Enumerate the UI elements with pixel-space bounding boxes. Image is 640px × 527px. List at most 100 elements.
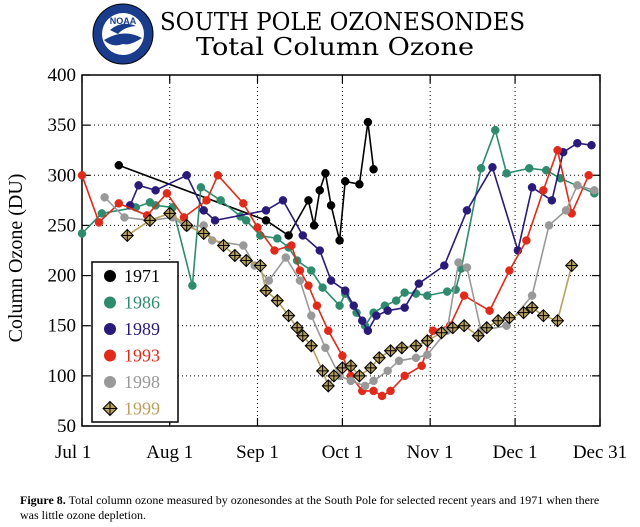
legend-label: 1998	[124, 372, 160, 392]
data-point	[287, 241, 296, 250]
data-point	[321, 343, 330, 353]
data-point	[335, 236, 344, 245]
data-point	[114, 161, 124, 170]
data-point	[239, 253, 253, 268]
x-tick-label: Oct 1	[322, 442, 364, 463]
data-point	[296, 329, 310, 343]
series-1999	[120, 206, 579, 393]
noaa-logo: NOAA	[92, 3, 154, 65]
data-point	[97, 209, 107, 218]
y-tick-label: 50	[57, 416, 76, 437]
ozone-chart: NOAA SOUTH POLE OZONESONDES Total Column…	[5, 3, 627, 463]
data-point	[454, 258, 463, 267]
data-point	[213, 171, 223, 180]
plot-frame	[81, 74, 601, 427]
data-point	[228, 248, 242, 263]
data-point	[344, 359, 358, 373]
data-point	[143, 213, 157, 228]
data-point	[502, 169, 511, 178]
data-point	[134, 181, 143, 190]
data-point	[527, 183, 537, 192]
data-point	[395, 341, 409, 355]
data-point	[304, 281, 313, 290]
legend-label: 1971	[124, 266, 160, 286]
data-point	[423, 291, 432, 300]
data-point	[561, 206, 571, 215]
data-point	[210, 216, 220, 225]
x-tick-label: Aug 1	[146, 442, 193, 463]
data-point	[241, 216, 251, 225]
series-line-1989	[129, 142, 592, 333]
data-point	[516, 305, 531, 320]
data-point	[309, 221, 319, 230]
data-point	[363, 326, 373, 335]
data-point	[162, 189, 172, 198]
data-point	[281, 253, 291, 262]
data-point	[321, 379, 335, 393]
data-point	[261, 206, 271, 215]
data-point	[120, 228, 134, 243]
data-point	[307, 266, 316, 275]
x-tick-label: Dec 1	[493, 442, 538, 463]
data-point	[270, 293, 285, 308]
data-point	[491, 313, 505, 328]
data-point	[326, 276, 336, 285]
data-point	[527, 291, 537, 300]
data-point	[326, 201, 336, 210]
data-point	[369, 386, 378, 396]
y-tick-label: 300	[48, 165, 77, 186]
legend-marker	[102, 400, 118, 417]
legend-marker	[104, 349, 116, 362]
legend-label: 1999	[124, 399, 160, 419]
data-point	[363, 117, 373, 127]
data-point	[485, 306, 494, 315]
data-point	[239, 241, 248, 250]
data-point	[182, 171, 191, 180]
data-point	[197, 226, 211, 241]
data-point	[476, 164, 486, 173]
legend-item-1993: 1993	[104, 346, 160, 366]
data-point	[318, 283, 327, 292]
data-point	[462, 206, 472, 215]
legend-label: 1993	[124, 346, 160, 366]
chart-title-line1: SOUTH POLE OZONESONDES	[160, 8, 525, 36]
data-point	[120, 213, 129, 222]
data-point	[163, 206, 177, 221]
data-point	[547, 196, 557, 205]
data-point	[239, 199, 248, 208]
data-point	[409, 339, 423, 353]
data-point	[502, 310, 517, 325]
data-point	[273, 234, 282, 243]
x-tick-label: Sep 1	[236, 442, 279, 463]
data-point	[253, 223, 262, 232]
data-point	[364, 361, 378, 375]
data-point	[324, 326, 333, 335]
data-point	[264, 276, 274, 285]
data-point	[346, 376, 356, 386]
data-point	[327, 369, 341, 383]
data-point	[369, 376, 378, 386]
x-tick-label: Nov 1	[407, 442, 454, 463]
data-point	[383, 344, 398, 358]
series-1971	[114, 117, 378, 245]
legend-item-1986: 1986	[104, 293, 160, 313]
data-point	[114, 199, 124, 208]
y-tick-label: 200	[48, 266, 77, 287]
data-point	[202, 196, 211, 205]
data-point	[372, 311, 381, 320]
data-point	[335, 301, 344, 310]
data-point	[394, 356, 404, 366]
data-point	[459, 291, 469, 300]
legend-marker	[104, 296, 116, 309]
caption-label: Figure 8.	[20, 493, 66, 507]
data-point	[315, 186, 325, 195]
data-point	[505, 266, 514, 275]
data-point	[400, 371, 409, 381]
data-point	[151, 186, 160, 195]
data-point	[434, 326, 449, 340]
data-point	[304, 339, 318, 353]
data-point	[278, 196, 288, 205]
data-point	[411, 353, 421, 363]
data-point	[216, 196, 225, 205]
data-point	[340, 177, 350, 186]
